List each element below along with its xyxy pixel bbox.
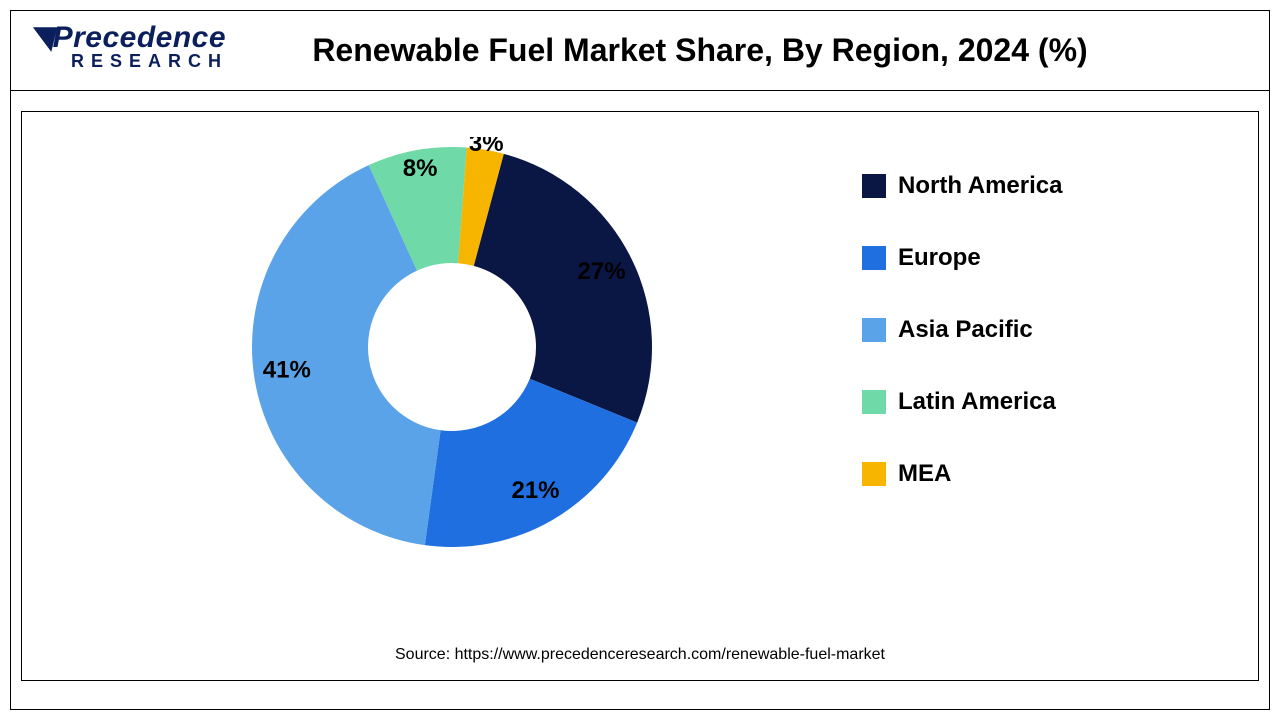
legend-label: Europe <box>898 244 981 272</box>
brand-top: ◥Precedence <box>29 23 239 53</box>
slice-label: 3% <box>469 137 504 157</box>
brand-bottom: RESEARCH <box>71 51 239 72</box>
title-bar: ◥Precedence RESEARCH Renewable Fuel Mark… <box>11 11 1269 91</box>
chart-area: 27% 21% 41% 8% 3% North America Europe Asia Pa… <box>21 111 1259 681</box>
slice-label: 21% <box>511 477 559 504</box>
legend-label: Asia Pacific <box>898 316 1033 344</box>
slice-label: 27% <box>578 258 626 285</box>
legend: North America Europe Asia Pacific Latin Ame… <box>862 172 1202 532</box>
legend-swatch <box>862 390 886 414</box>
legend-item: Europe <box>862 244 1202 272</box>
donut-chart: 27% 21% 41% 8% 3% <box>242 137 662 557</box>
legend-label: MEA <box>898 460 951 488</box>
slice-label: 41% <box>263 357 311 384</box>
legend-swatch <box>862 462 886 486</box>
legend-label: North America <box>898 172 1062 200</box>
brand-logo: ◥Precedence RESEARCH <box>29 23 239 72</box>
donut-slice <box>474 154 652 423</box>
source-line: Source: https://www.precedenceresearch.c… <box>22 646 1258 664</box>
legend-item: Latin America <box>862 388 1202 416</box>
chart-frame: ◥Precedence RESEARCH Renewable Fuel Mark… <box>10 10 1270 710</box>
legend-swatch <box>862 318 886 342</box>
legend-item: MEA <box>862 460 1202 488</box>
legend-item: Asia Pacific <box>862 316 1202 344</box>
legend-swatch <box>862 246 886 270</box>
slice-label: 8% <box>403 155 438 182</box>
legend-label: Latin America <box>898 388 1056 416</box>
legend-swatch <box>862 174 886 198</box>
legend-item: North America <box>862 172 1202 200</box>
